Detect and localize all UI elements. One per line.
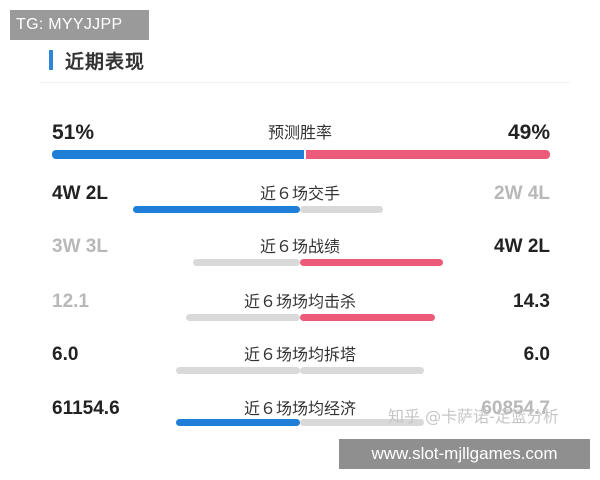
tg-badge: TG: MYYJJPP [10, 10, 149, 40]
right-value: 2W 4L [494, 183, 550, 204]
stat-row-win-rate: 51% 预测胜率 49% [0, 121, 600, 177]
stat-row-head-to-head: 4W 2L 近６场交手 2W 4L [0, 182, 600, 238]
right-share-bar [300, 419, 424, 426]
right-value: 60854.7 [481, 398, 550, 419]
left-share-bar [176, 367, 300, 374]
left-value: 4W 2L [52, 183, 108, 204]
left-share-bar [133, 206, 300, 213]
right-value: 14.3 [513, 291, 550, 312]
right-share-bar [300, 259, 443, 266]
row-label: 近６场场均经济 [243, 399, 356, 418]
stat-row-avg-kills: 12.1 近６场场均击杀 14.3 [0, 290, 600, 346]
row-label: 近６场战绩 [259, 237, 340, 256]
right-share-bar [300, 206, 383, 213]
site-url-banner[interactable]: www.slot-mjllgames.com [339, 439, 590, 469]
row-label: 近６场场均击杀 [243, 292, 356, 311]
divider [40, 82, 570, 83]
left-share-bar [186, 314, 300, 321]
right-value: 6.0 [523, 344, 550, 365]
left-value: 6.0 [52, 344, 79, 365]
stat-row-recent-record: 3W 3L 近６场战绩 4W 2L [0, 235, 600, 291]
left-share-bar [52, 150, 304, 159]
right-value: 4W 2L [494, 236, 550, 257]
zhihu-watermark: 知乎 @卡萨诺-足篮分析 [388, 407, 559, 426]
left-value: 12.1 [52, 291, 89, 312]
row-label: 近６场场均拆塔 [243, 345, 356, 364]
row-label: 近６场交手 [259, 184, 340, 203]
left-share-bar [176, 419, 300, 426]
section-title: 近期表现 [65, 50, 146, 73]
stat-row-avg-towers: 6.0 近６场场均拆塔 6.0 [0, 343, 600, 399]
left-share-bar [193, 259, 300, 266]
right-share-bar [300, 367, 424, 374]
right-share-bar [300, 314, 435, 321]
section-accent-bar [49, 50, 53, 70]
left-value: 61154.6 [52, 398, 120, 419]
stat-row-avg-gold: 61154.6 近６场场均经济 60854.7 [0, 397, 600, 453]
right-value: 49% [507, 121, 550, 144]
row-label: 预测胜率 [267, 123, 332, 142]
left-value: 51% [52, 121, 95, 144]
right-share-bar [306, 150, 550, 159]
section-header: 近期表现 [49, 48, 146, 73]
left-value: 3W 3L [52, 236, 108, 257]
